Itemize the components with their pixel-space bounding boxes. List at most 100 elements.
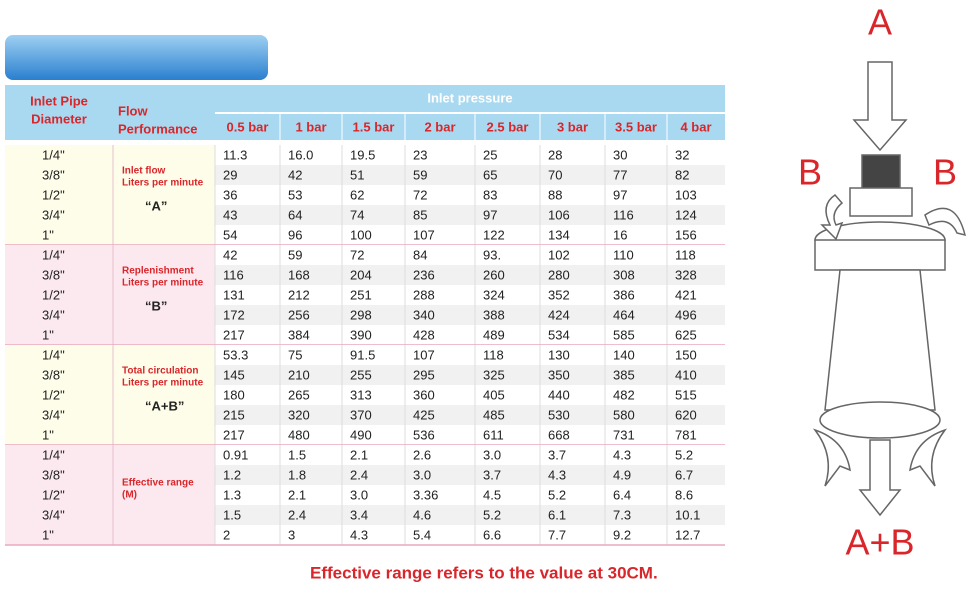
cell: 131	[223, 287, 245, 302]
cell: 107	[413, 347, 435, 362]
cell: 0.91	[223, 447, 248, 462]
cell: 3/8"	[42, 167, 65, 182]
cell: 1.2	[223, 467, 241, 482]
label-a-plus-b: A+B	[845, 522, 914, 563]
cell: 7.7	[548, 527, 566, 542]
cell: 386	[613, 287, 635, 302]
cell: 140	[613, 347, 635, 362]
cell: 43	[223, 207, 237, 222]
cell: 134	[548, 227, 570, 242]
cell: 42	[223, 247, 237, 262]
cell: 32	[675, 147, 689, 162]
cell: 107	[413, 227, 435, 242]
cell: 1"	[42, 527, 54, 542]
cell: 251	[350, 287, 372, 302]
cell: 6.1	[548, 507, 566, 522]
header-text: Performance	[118, 121, 197, 136]
header-text: Inlet Pipe	[30, 93, 88, 108]
cell: 100	[350, 227, 372, 242]
cell: 97	[483, 207, 497, 222]
cell: 4.3	[548, 467, 566, 482]
cell: 9.2	[613, 527, 631, 542]
cell: 168	[288, 267, 310, 282]
cell: 4.6	[413, 507, 431, 522]
group-label: Liters per minute	[122, 178, 204, 189]
cell: 1.5	[288, 447, 306, 462]
cell: 64	[288, 207, 302, 222]
group-bg	[5, 445, 215, 545]
cell: 3/8"	[42, 367, 65, 382]
cell: 360	[413, 387, 435, 402]
cell: 84	[413, 247, 427, 262]
cell: 260	[483, 267, 505, 282]
cell: 3/4"	[42, 207, 65, 222]
cell: 59	[413, 167, 427, 182]
cell: 106	[548, 207, 570, 222]
cell: 51	[350, 167, 364, 182]
out-arrow-right	[909, 428, 948, 487]
cell: 116	[613, 207, 634, 222]
cell: 130	[548, 347, 570, 362]
label-b-right: B	[933, 152, 957, 193]
cell: 1"	[42, 327, 54, 342]
cell: 3/4"	[42, 407, 65, 422]
group-label: Liters per minute	[122, 378, 204, 389]
header-text: 0.5 bar	[227, 119, 269, 134]
cell: 82	[675, 167, 689, 182]
cell: 328	[675, 267, 697, 282]
cell: 204	[350, 267, 372, 282]
cell: 217	[223, 427, 245, 442]
cell: 236	[413, 267, 435, 282]
body	[824, 269, 936, 411]
cell: 53	[288, 187, 302, 202]
cell: 440	[548, 387, 570, 402]
group-label: Inlet flow	[122, 166, 166, 177]
ring	[814, 239, 946, 271]
cell: 75	[288, 347, 302, 362]
out-arrow-left	[812, 428, 851, 487]
cell: 1/2"	[42, 287, 65, 302]
header-text: 3 bar	[557, 119, 588, 134]
cell: 25	[483, 147, 497, 162]
cell: 7.3	[613, 507, 631, 522]
cell: 145	[223, 367, 245, 382]
cell: 731	[613, 427, 635, 442]
cell: 2.4	[350, 467, 368, 482]
header-text: 2 bar	[424, 119, 455, 134]
cell: 96	[288, 227, 302, 242]
cell: 1.8	[288, 467, 306, 482]
cell: 53.3	[223, 347, 248, 362]
banner	[5, 35, 268, 80]
group-label: Effective range	[122, 478, 194, 489]
cell: 5.2	[548, 487, 566, 502]
cell: 390	[350, 327, 372, 342]
header-text: 3.5 bar	[615, 119, 657, 134]
cell: 6.6	[483, 527, 501, 542]
cell: 42	[288, 167, 302, 182]
cell: 1/2"	[42, 487, 65, 502]
cell: 2	[223, 527, 230, 542]
cell: 16.0	[288, 147, 313, 162]
cell: 668	[548, 427, 570, 442]
cell: 320	[288, 407, 310, 422]
cell: 12.7	[675, 527, 700, 542]
cell: 611	[483, 427, 504, 442]
cell: 3.7	[483, 467, 501, 482]
cell: 3.4	[350, 507, 368, 522]
group-bg	[5, 145, 215, 245]
cell: 313	[350, 387, 372, 402]
cell: 515	[675, 387, 697, 402]
cell: 5.4	[413, 527, 431, 542]
cell: 156	[675, 227, 697, 242]
cell: 217	[223, 327, 245, 342]
cell: 625	[675, 327, 697, 342]
cell: 85	[413, 207, 427, 222]
cell: 103	[675, 187, 697, 202]
cell: 324	[483, 287, 505, 302]
header-text: 4 bar	[680, 119, 711, 134]
cell: 1/2"	[42, 387, 65, 402]
cell: 489	[483, 327, 505, 342]
cell: 4.3	[350, 527, 368, 542]
cell: 530	[548, 407, 570, 422]
side-arrow-left	[820, 194, 844, 241]
